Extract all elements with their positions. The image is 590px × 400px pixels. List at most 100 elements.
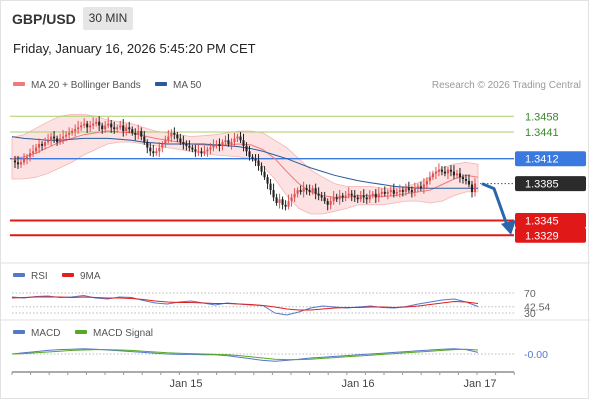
candle-body [401, 190, 404, 192]
candle-body [209, 147, 212, 150]
candle-body [269, 183, 272, 191]
candle-body [167, 136, 170, 141]
candle-body [242, 140, 245, 146]
candle-body [443, 171, 446, 174]
candle-body [275, 197, 278, 203]
candle-body [113, 127, 116, 130]
candle-body [185, 143, 188, 146]
rsi-swatch-icon [13, 273, 25, 278]
macd-swatch-icon [13, 330, 25, 335]
candle-body [359, 195, 362, 200]
rsi-9ma-line [11, 296, 479, 311]
candle-body [182, 142, 185, 144]
candle-body [34, 147, 38, 152]
ma50-line [11, 136, 478, 189]
candle-body [416, 186, 419, 189]
candle-body [194, 149, 197, 152]
candle-body [263, 171, 266, 178]
candle-body [38, 143, 41, 148]
candle-body [380, 191, 383, 194]
candle-body [374, 193, 377, 198]
candle-body [467, 180, 471, 185]
candle-body [221, 142, 224, 146]
candle-body [101, 125, 104, 130]
candle-body [371, 193, 374, 196]
candle-body [299, 190, 302, 192]
candle-body [56, 138, 59, 143]
macd-current-label: -0.00 [524, 349, 548, 361]
candle-body [413, 188, 416, 192]
candle-body [257, 160, 260, 167]
candle-body [470, 184, 474, 192]
candle-body [362, 195, 365, 198]
candle-body [25, 156, 29, 159]
candle-body [47, 140, 50, 143]
candle-body [44, 142, 47, 146]
candle-body [383, 191, 386, 194]
candle-body [344, 195, 347, 198]
candle-body [287, 201, 290, 207]
candle-body [353, 195, 356, 198]
candle-body [170, 132, 173, 137]
candle-body [83, 123, 86, 126]
candle-body [176, 134, 179, 139]
candle-body [203, 151, 206, 154]
candle-body [137, 131, 140, 135]
x-tick-label: Jan 17 [463, 378, 496, 390]
current-price-tag [515, 176, 586, 192]
candle-body [98, 121, 101, 126]
candle-body [140, 131, 143, 137]
candle-body [317, 193, 320, 196]
candle-body [206, 149, 209, 152]
candle-body [338, 195, 341, 200]
candle-body [227, 140, 230, 144]
candle-body [302, 188, 305, 192]
candle-body [212, 145, 215, 148]
candle-body [323, 197, 326, 202]
candle-body [326, 201, 329, 205]
macd-signal-line [11, 348, 479, 361]
candle-body [239, 136, 242, 141]
candle-body [236, 136, 239, 139]
datetime-label: Friday, January 16, 2026 5:45:20 PM CET [13, 41, 256, 56]
candle-body [218, 143, 221, 146]
candle-body [71, 131, 74, 133]
legend-ma20: MA 20 + Bollinger Bands [13, 80, 141, 91]
candle-body [149, 147, 152, 152]
candle-body [59, 138, 62, 143]
candle-body [464, 179, 468, 181]
candle-body [314, 188, 317, 194]
ma20-line [11, 130, 479, 198]
candle-body [455, 173, 459, 176]
candle-body [365, 197, 368, 200]
candle-body [266, 177, 269, 184]
timeframe-button[interactable]: 30 MIN [83, 7, 133, 30]
candle-body [452, 171, 456, 176]
candle-body [350, 193, 353, 196]
candle-body [320, 195, 323, 198]
legend-9ma-label: 9MA [80, 271, 101, 282]
legend-macd: MACD [13, 328, 60, 339]
candle-body [407, 188, 410, 191]
level-tag [515, 213, 586, 228]
forecast-arrow-head-icon [501, 219, 516, 235]
candle-body [62, 136, 65, 139]
candle-body [134, 132, 137, 135]
candle-body [31, 151, 35, 154]
ma9-swatch-icon [62, 273, 74, 278]
candle-body [308, 190, 311, 192]
candle-body [281, 199, 284, 205]
candle-body [389, 190, 392, 192]
candle-body [28, 153, 32, 157]
candle-body [122, 125, 125, 132]
candle-body [398, 190, 401, 192]
candle-body [284, 204, 287, 207]
candle-body [200, 151, 203, 154]
candle-body [152, 151, 155, 154]
level-label: 1.3441 [525, 127, 559, 139]
candle-body [215, 143, 218, 146]
candle-body [461, 177, 465, 179]
candle-body [296, 190, 299, 194]
candle-body [68, 132, 71, 135]
